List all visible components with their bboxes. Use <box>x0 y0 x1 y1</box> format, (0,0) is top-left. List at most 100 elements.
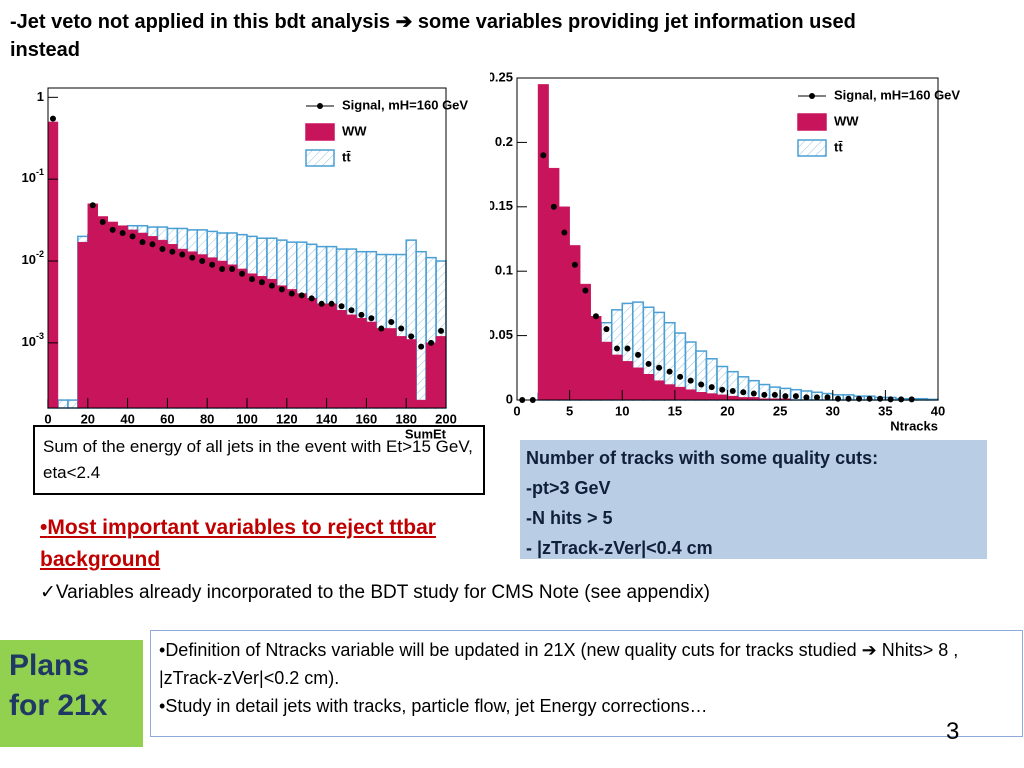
data-point <box>179 251 186 258</box>
data-point <box>845 395 852 402</box>
bar <box>643 373 655 401</box>
data-point <box>645 360 652 367</box>
data-point <box>813 394 820 401</box>
data-point <box>824 394 831 401</box>
data-point <box>750 390 757 397</box>
data-point <box>908 396 915 403</box>
x-tick-label: 25 <box>773 403 787 418</box>
data-point <box>328 300 335 307</box>
data-point <box>199 258 206 265</box>
data-point <box>719 386 726 393</box>
data-point <box>428 339 435 346</box>
bar <box>226 264 238 409</box>
tick-exponent: -2 <box>36 249 44 259</box>
data-point <box>666 368 673 375</box>
bar <box>246 273 258 409</box>
bar <box>147 236 158 409</box>
x-tick-label: 200 <box>435 411 457 426</box>
data-point <box>803 394 810 401</box>
bar <box>266 278 278 409</box>
bar <box>653 380 665 401</box>
data-point <box>278 286 285 293</box>
data-point <box>677 373 684 380</box>
data-point <box>698 381 705 388</box>
data-point <box>635 351 642 358</box>
data-point <box>887 396 894 403</box>
data-point <box>189 254 196 261</box>
bar <box>306 298 317 409</box>
bar <box>326 303 337 409</box>
tick-exponent: -1 <box>36 168 44 178</box>
bar <box>117 225 128 409</box>
data-point <box>378 325 385 332</box>
bar <box>727 395 739 401</box>
data-point <box>268 282 275 289</box>
data-point <box>99 218 106 225</box>
legend-swatch <box>305 149 335 167</box>
bar <box>216 260 228 409</box>
data-point <box>603 326 610 333</box>
data-point <box>708 384 715 391</box>
bar <box>336 310 347 409</box>
data-point <box>656 364 663 371</box>
hatched-bar <box>747 379 760 401</box>
y-tick-label: 10-1 <box>22 168 44 186</box>
data-point <box>348 307 355 314</box>
data-point <box>229 265 236 272</box>
x-tick-label: 20 <box>720 403 734 418</box>
data-point <box>835 395 842 402</box>
plans-box: Definition of Ntracks variable will be u… <box>150 630 1023 737</box>
x-tick-label: 100 <box>236 411 258 426</box>
bar <box>695 392 707 401</box>
x-tick-label: 180 <box>395 411 417 426</box>
plans-item: Definition of Ntracks variable will be u… <box>159 636 1014 692</box>
tick-base: 10 <box>22 334 36 349</box>
legend-label: WW <box>342 123 367 138</box>
data-point <box>740 389 747 396</box>
bar <box>405 339 417 409</box>
bar <box>177 248 188 409</box>
bar <box>632 367 644 401</box>
bar <box>548 167 560 401</box>
bar <box>127 229 138 409</box>
y-tick-label: 0.2 <box>495 134 513 149</box>
bar <box>157 239 168 409</box>
y-tick-label: 0.05 <box>490 327 513 342</box>
x-axis-label: SumEt <box>405 426 447 441</box>
data-point <box>159 246 166 253</box>
bar <box>415 399 427 409</box>
bar <box>396 336 407 409</box>
data-point <box>856 395 863 402</box>
bar <box>316 303 327 409</box>
legend-label: tt̄ <box>834 139 843 154</box>
bar <box>716 394 728 401</box>
legend-label: Signal, mH=160 GeV <box>834 87 960 102</box>
bar <box>206 257 218 409</box>
data-point <box>358 311 365 318</box>
bar <box>386 328 397 409</box>
legend-swatch <box>797 113 827 131</box>
bar <box>376 328 387 409</box>
data-point <box>139 239 146 246</box>
bar <box>197 254 208 409</box>
bar <box>590 316 602 401</box>
data-point <box>408 333 415 340</box>
chart: 0 0.05 0.1 0.15 0.2 0.25 0 5 10 15 20 25 30 35 40Ntrac… <box>490 69 960 433</box>
bar <box>664 384 676 401</box>
caption-line: - |zTrack-zVer|<0.4 cm <box>526 538 713 558</box>
legend-swatch <box>317 103 323 109</box>
bar <box>611 354 623 401</box>
data-point <box>613 345 620 352</box>
hatched-bar <box>726 370 739 401</box>
data-point <box>288 290 295 297</box>
data-point <box>89 202 96 209</box>
x-tick-label: 30 <box>826 403 840 418</box>
data-point <box>219 265 226 272</box>
bar <box>435 336 447 409</box>
bar <box>236 268 248 409</box>
data-point <box>550 203 557 210</box>
caption-line: -N hits > 5 <box>526 508 613 528</box>
plans-item: Study in detail jets with tracks, partic… <box>159 692 1014 720</box>
x-tick-label: 0 <box>44 411 51 426</box>
data-point <box>782 393 789 400</box>
